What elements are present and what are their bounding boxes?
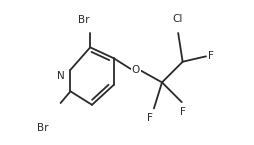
Text: F: F — [147, 113, 152, 123]
Text: Br: Br — [78, 14, 90, 25]
Text: F: F — [209, 51, 214, 61]
Text: O: O — [132, 65, 140, 75]
Text: N: N — [57, 71, 65, 81]
Text: F: F — [180, 107, 186, 117]
Text: Br: Br — [37, 123, 48, 133]
Text: Cl: Cl — [172, 14, 182, 24]
